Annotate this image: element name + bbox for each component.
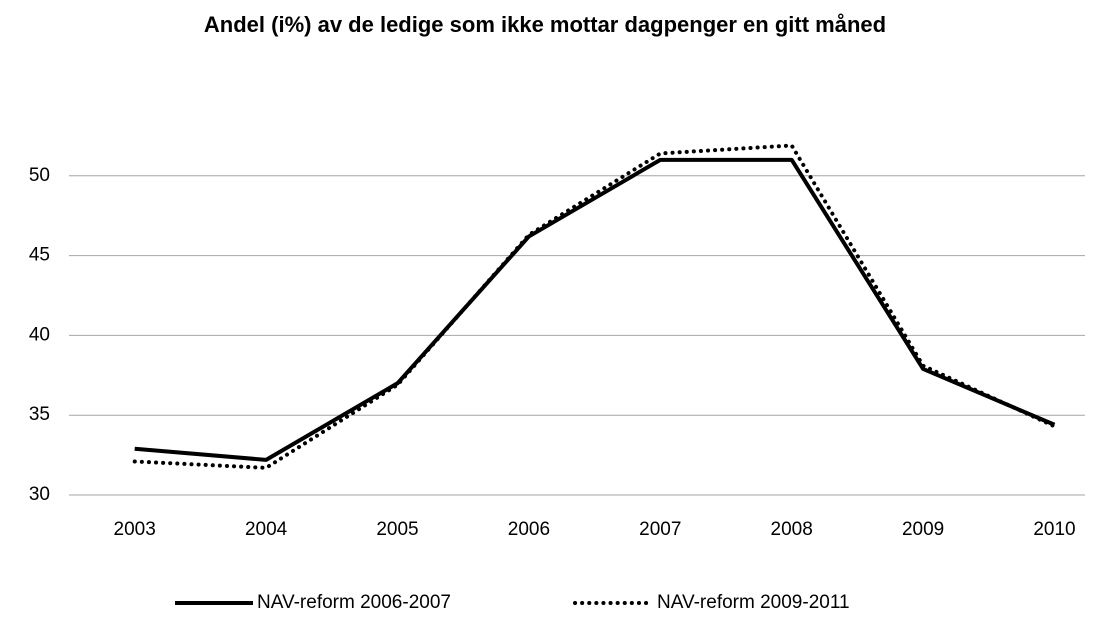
x-tick-label: 2007 bbox=[639, 519, 681, 540]
y-tick-label: 30 bbox=[29, 484, 50, 505]
x-tick-label: 2006 bbox=[508, 519, 550, 540]
y-tick-label: 35 bbox=[29, 404, 50, 425]
x-tick-label: 2003 bbox=[114, 519, 156, 540]
x-tick-label: 2004 bbox=[245, 519, 288, 540]
x-tick-label: 2005 bbox=[376, 519, 418, 540]
legend-label: NAV-reform 2009-2011 bbox=[657, 592, 850, 613]
x-tick-label: 2008 bbox=[771, 519, 813, 540]
y-tick-label: 50 bbox=[29, 165, 50, 186]
chart-title: Andel (i%) av de ledige som ikke mottar … bbox=[204, 12, 886, 37]
y-tick-label: 45 bbox=[29, 245, 50, 266]
series-line bbox=[134, 157, 1056, 462]
y-tick-label: 40 bbox=[29, 324, 50, 345]
x-tick-label: 2010 bbox=[1033, 519, 1075, 540]
x-tick-label: 2009 bbox=[902, 519, 944, 540]
series-line bbox=[132, 143, 1057, 470]
legend-label: NAV-reform 2006-2007 bbox=[257, 592, 451, 613]
